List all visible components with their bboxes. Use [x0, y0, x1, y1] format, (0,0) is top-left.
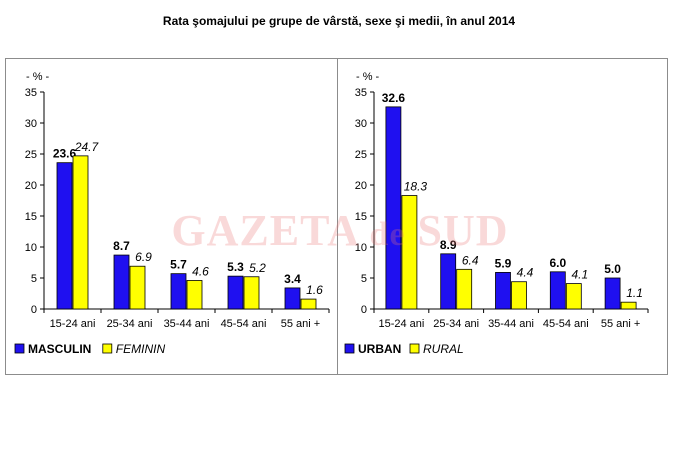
x-tick-label: 35-44 ani	[164, 318, 210, 330]
legend-label-masculin: MASCULIN	[28, 342, 91, 356]
data-label-urban: 8.9	[440, 238, 457, 252]
bar-urban	[495, 272, 511, 310]
y-tick-label: 15	[355, 211, 367, 223]
bar-feminin	[300, 298, 317, 310]
y-tick-label: 15	[25, 211, 37, 223]
data-label-urban: 6.0	[549, 256, 566, 270]
y-tick-label: 5	[31, 273, 37, 285]
bar-rural	[456, 268, 473, 310]
x-tick-label: 35-44 ani	[488, 318, 534, 330]
y-tick-label: 35	[355, 87, 367, 99]
legend-swatch-urban	[344, 343, 355, 354]
data-label-rural: 6.4	[462, 253, 479, 267]
x-tick-label: 55 ani +	[281, 318, 320, 330]
data-label-masculin: 3.4	[284, 272, 301, 286]
charts-frame	[5, 58, 668, 375]
y-tick-label: 25	[355, 149, 367, 161]
y-tick-label: 30	[355, 118, 367, 130]
x-tick-label: 15-24 ani	[378, 318, 424, 330]
bar-feminin	[243, 276, 260, 310]
x-tick-label: 25-34 ani	[107, 318, 153, 330]
y-tick-label: 20	[355, 180, 367, 192]
x-tick-label: 55 ani +	[601, 318, 640, 330]
y-tick-label: 20	[25, 180, 37, 192]
legend-label-rural: RURAL	[423, 342, 464, 356]
chart-right-area: - % - 0 5 10 15 20 25 30 35 32.6 18.3 15-24 ani 8.9 6…	[344, 71, 649, 356]
y-unit-label: - % -	[26, 71, 50, 83]
bar-urban	[549, 271, 566, 310]
data-label-rural: 4.1	[571, 268, 588, 282]
data-label-rural: 18.3	[404, 180, 428, 194]
data-label-masculin: 5.3	[227, 260, 244, 274]
bar-masculin	[56, 162, 73, 310]
bar-masculin	[170, 273, 187, 310]
data-label-feminin: 1.6	[306, 283, 323, 297]
data-label-urban: 5.0	[604, 262, 621, 276]
y-tick-label: 30	[25, 118, 37, 130]
data-label-masculin: 5.7	[170, 258, 187, 272]
data-label-rural: 1.1	[626, 286, 643, 300]
legend-label-feminin: FEMININ	[116, 342, 166, 356]
bar-rural	[511, 281, 527, 310]
legend-swatch-feminin	[102, 343, 113, 354]
chart-title: Rata şomajului pe grupe de vârstă, sexe …	[162, 14, 516, 28]
bar-rural	[565, 283, 582, 310]
x-tick-label: 45-54 ani	[543, 318, 589, 330]
data-label-feminin: 24.7	[74, 140, 100, 154]
legend-swatch-masculin	[14, 343, 25, 354]
x-tick-label: 25-34 ani	[433, 318, 479, 330]
legend-swatch-rural	[409, 343, 420, 354]
bar-feminin	[186, 280, 203, 310]
data-label-masculin: 8.7	[113, 239, 130, 253]
y-tick-label: 0	[31, 304, 37, 316]
charts-divider	[337, 58, 338, 375]
bar-masculin	[227, 275, 244, 310]
data-label-feminin: 6.9	[135, 250, 152, 264]
y-tick-label: 5	[361, 273, 367, 285]
x-tick-label: 45-54 ani	[221, 318, 267, 330]
bar-urban	[604, 277, 621, 310]
bar-urban	[385, 106, 402, 310]
data-label-masculin: 23.6	[53, 147, 77, 161]
bar-rural	[401, 195, 418, 310]
y-tick-label: 10	[25, 242, 37, 254]
chart-left-sex: - % - 0 5 10 15 20 25 30 35 23.624.7 15-24 ani 8.7 6…	[14, 71, 330, 356]
y-tick-label: 10	[355, 242, 367, 254]
data-label-urban: 32.6	[382, 91, 406, 105]
legend-label-urban: URBAN	[358, 342, 401, 356]
bar-masculin	[113, 254, 130, 310]
bar-urban	[440, 253, 457, 310]
x-tick-label: 15-24 ani	[50, 318, 96, 330]
bar-rural	[620, 301, 637, 310]
y-tick-label: 0	[361, 304, 367, 316]
y-unit-label: - % -	[356, 71, 380, 83]
data-label-urban: 5.9	[495, 256, 512, 270]
bar-feminin	[72, 155, 89, 310]
bar-masculin	[284, 287, 301, 310]
data-label-feminin: 4.6	[192, 264, 209, 278]
bar-feminin	[129, 265, 146, 310]
y-tick-label: 35	[25, 87, 37, 99]
data-label-rural: 4.4	[517, 266, 534, 280]
data-label-feminin: 5.2	[249, 261, 266, 275]
y-tick-label: 25	[25, 149, 37, 161]
